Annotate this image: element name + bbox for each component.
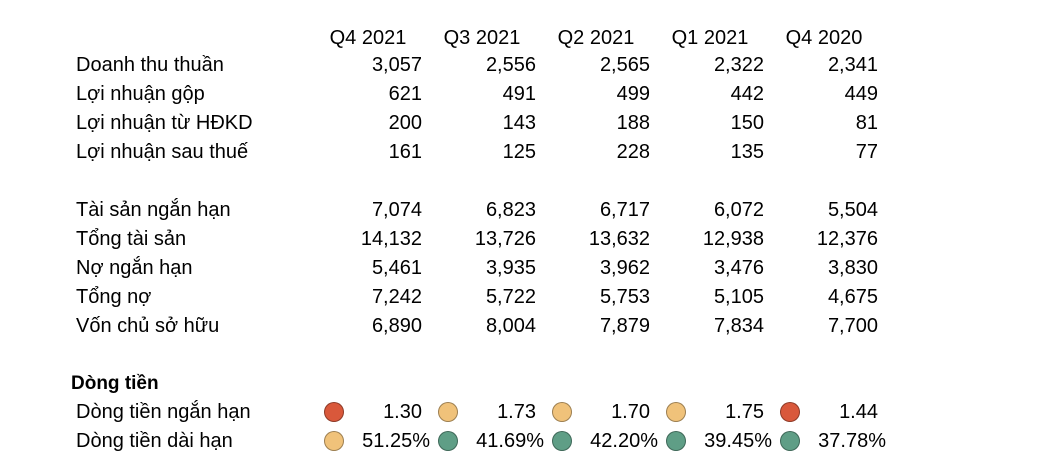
table-cell: 12,938 — [702, 228, 764, 250]
table-row-short-term-cashflow: Dòng tiền ngắn hạn 1.30 1.73 1.70 1.75 1… — [0, 398, 1037, 427]
table-cell: 2,565 — [599, 54, 650, 76]
row-label: Lợi nhuận gộp — [76, 83, 205, 105]
table-row-total-liabilities: Tổng nợ 7,242 5,722 5,753 5,105 4,675 — [0, 283, 1037, 312]
row-label: Lợi nhuận từ HĐKD — [76, 112, 253, 134]
table-cell: 8,004 — [485, 315, 536, 337]
table-cell: 499 — [616, 83, 650, 105]
table-cell: 13,632 — [588, 228, 650, 250]
table-cell: 37.78% — [818, 430, 886, 452]
table-cell: 2,341 — [827, 54, 878, 76]
table-cell: 3,962 — [599, 257, 650, 279]
row-label: Doanh thu thuần — [76, 54, 224, 76]
table-cell: 449 — [844, 83, 878, 105]
table-row-equity: Vốn chủ sở hữu 6,890 8,004 7,879 7,834 7… — [0, 312, 1037, 341]
table-cell: 5,504 — [827, 199, 878, 221]
row-label: Dòng tiền dài hạn — [76, 430, 233, 452]
table-cell: 442 — [730, 83, 764, 105]
status-indicator-icon — [780, 431, 800, 451]
status-indicator-icon — [552, 431, 572, 451]
table-cell: 5,753 — [599, 286, 650, 308]
table-row-gross-profit: Lợi nhuận gộp 621 491 499 442 449 — [0, 80, 1037, 109]
table-cell: 621 — [388, 83, 422, 105]
table-cell: 3,935 — [485, 257, 536, 279]
table-cell: 6,890 — [371, 315, 422, 337]
row-label: Vốn chủ sở hữu — [76, 315, 220, 337]
table-cell: 135 — [730, 141, 764, 163]
table-cell: 81 — [855, 112, 878, 134]
table-cell: 5,722 — [485, 286, 536, 308]
column-header-q3-2021: Q3 2021 — [443, 27, 521, 49]
table-cell: 4,675 — [827, 286, 878, 308]
table-cell: 125 — [502, 141, 536, 163]
column-header-q1-2021: Q1 2021 — [671, 27, 749, 49]
table-cell: 228 — [616, 141, 650, 163]
cashflow-section-title: Dòng tiền — [71, 373, 159, 394]
status-indicator-icon — [324, 402, 344, 422]
table-cell: 51.25% — [362, 430, 430, 452]
column-header-q4-2020: Q4 2020 — [785, 27, 863, 49]
table-cell: 143 — [502, 112, 536, 134]
row-label: Nợ ngắn hạn — [76, 257, 193, 279]
row-label: Tổng tài sản — [76, 228, 187, 250]
table-cell: 42.20% — [590, 430, 658, 452]
table-row-current-liabilities: Nợ ngắn hạn 5,461 3,935 3,962 3,476 3,83… — [0, 254, 1037, 283]
table-cell: 39.45% — [704, 430, 772, 452]
table-cell: 200 — [388, 112, 422, 134]
table-cell: 14,132 — [360, 228, 422, 250]
table-row-operating-profit: Lợi nhuận từ HĐKD 200 143 188 150 81 — [0, 109, 1037, 138]
column-header-q4-2021: Q4 2021 — [329, 27, 407, 49]
table-cell: 7,879 — [599, 315, 650, 337]
status-indicator-icon — [438, 431, 458, 451]
table-cell: 7,834 — [713, 315, 764, 337]
row-label: Tài sản ngắn hạn — [76, 199, 231, 221]
table-cell: 6,823 — [485, 199, 536, 221]
table-row-current-assets: Tài sản ngắn hạn 7,074 6,823 6,717 6,072… — [0, 196, 1037, 225]
row-label: Tổng nợ — [76, 286, 152, 308]
status-indicator-icon — [552, 402, 572, 422]
table-cell: 161 — [388, 141, 422, 163]
status-indicator-icon — [666, 431, 686, 451]
table-cell: 2,322 — [713, 54, 764, 76]
row-label: Lợi nhuận sau thuế — [76, 141, 249, 163]
status-indicator-icon — [666, 402, 686, 422]
table-cell: 3,476 — [713, 257, 764, 279]
table-row-total-assets: Tổng tài sản 14,132 13,726 13,632 12,938… — [0, 225, 1037, 254]
status-indicator-icon — [324, 431, 344, 451]
table-cell: 150 — [730, 112, 764, 134]
table-cell: 5,105 — [713, 286, 764, 308]
status-indicator-icon — [438, 402, 458, 422]
status-indicator-icon — [780, 402, 800, 422]
table-cell: 6,072 — [713, 199, 764, 221]
table-cell: 1.73 — [497, 401, 536, 423]
table-cell: 77 — [855, 141, 878, 163]
table-cell: 13,726 — [474, 228, 536, 250]
table-cell: 5,461 — [371, 257, 422, 279]
table-cell: 1.75 — [725, 401, 764, 423]
table-cell: 188 — [616, 112, 650, 134]
column-header-q2-2021: Q2 2021 — [557, 27, 635, 49]
table-row-long-term-cashflow: Dòng tiền dài hạn 51.25% 41.69% 42.20% 3… — [0, 427, 1037, 456]
table-row-revenue: Doanh thu thuần 3,057 2,556 2,565 2,322 … — [0, 51, 1037, 80]
table-cell: 12,376 — [816, 228, 878, 250]
table-cell: 2,556 — [485, 54, 536, 76]
table-cell: 1.30 — [383, 401, 422, 423]
row-label: Dòng tiền ngắn hạn — [76, 401, 251, 423]
table-cell: 7,700 — [827, 315, 878, 337]
table-cell: 41.69% — [476, 430, 544, 452]
table-cell: 7,074 — [371, 199, 422, 221]
table-cell: 3,057 — [371, 54, 422, 76]
table-cell: 6,717 — [599, 199, 650, 221]
table-cell: 491 — [502, 83, 536, 105]
table-cell: 7,242 — [371, 286, 422, 308]
table-cell: 1.70 — [611, 401, 650, 423]
table-cell: 1.44 — [839, 401, 878, 423]
table-row-net-profit: Lợi nhuận sau thuế 161 125 228 135 77 — [0, 138, 1037, 167]
table-cell: 3,830 — [827, 257, 878, 279]
